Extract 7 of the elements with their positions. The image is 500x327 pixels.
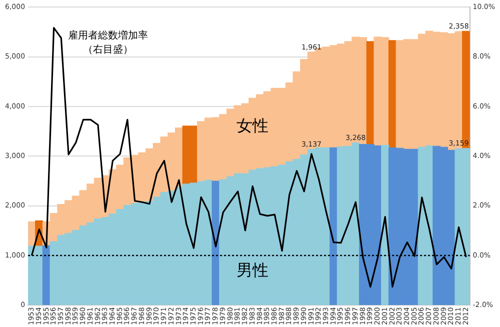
series-label: 男性	[236, 260, 269, 280]
bar	[42, 245, 50, 306]
bar	[330, 147, 338, 306]
annotation: （右目盛）	[82, 43, 133, 56]
series-label: 女性	[236, 116, 269, 136]
bar	[388, 40, 396, 148]
series-label: 雇用者総数増加率	[68, 29, 148, 42]
